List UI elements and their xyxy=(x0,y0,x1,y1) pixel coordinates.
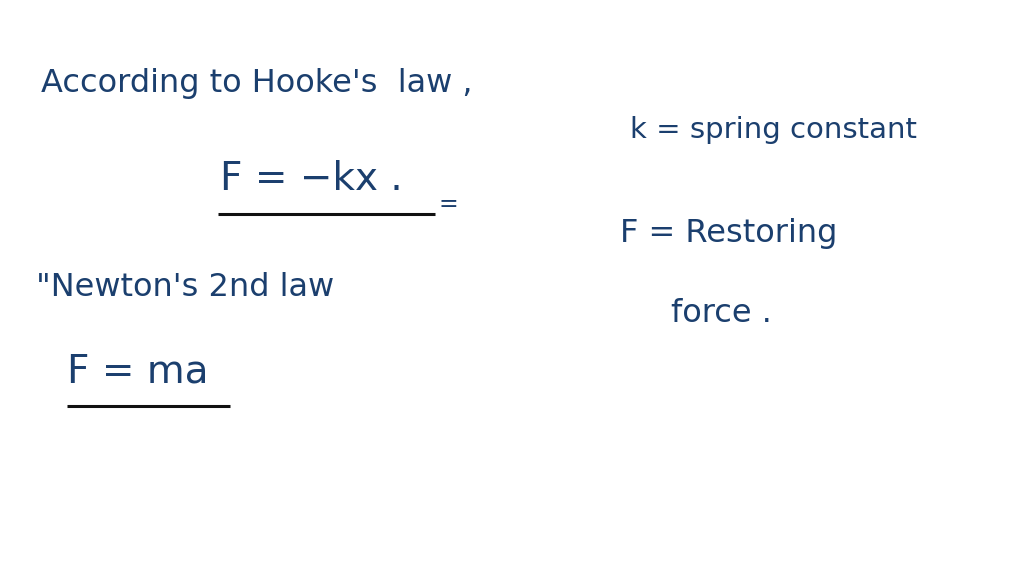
Text: F = −kx .: F = −kx . xyxy=(220,160,402,198)
Text: F = Restoring: F = Restoring xyxy=(620,218,837,249)
Text: =: = xyxy=(438,192,458,217)
Text: k = spring constant: k = spring constant xyxy=(630,116,916,143)
Text: According to Hooke's  law ,: According to Hooke's law , xyxy=(41,68,472,99)
Text: force .: force . xyxy=(671,298,772,329)
Text: F = ma: F = ma xyxy=(67,353,208,391)
Text: "Newton's 2nd law: "Newton's 2nd law xyxy=(36,272,334,304)
